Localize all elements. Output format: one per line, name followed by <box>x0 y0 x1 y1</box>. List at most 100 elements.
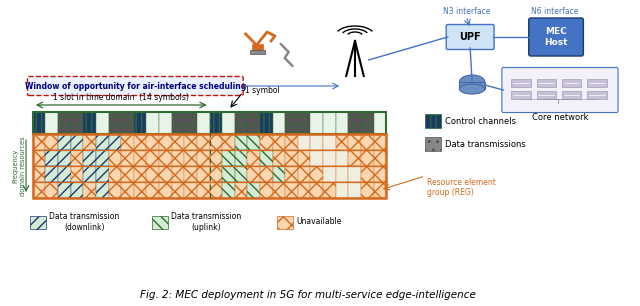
FancyBboxPatch shape <box>446 24 494 50</box>
Bar <box>361 112 374 134</box>
Text: N3 interface: N3 interface <box>443 6 490 16</box>
Bar <box>248 182 260 198</box>
Bar <box>260 134 273 150</box>
Bar <box>172 166 184 182</box>
Bar <box>588 91 607 99</box>
Bar <box>273 182 285 198</box>
Bar <box>45 112 58 134</box>
Bar <box>159 150 172 166</box>
Bar <box>235 166 248 182</box>
Bar <box>374 166 386 182</box>
Bar <box>285 150 298 166</box>
Bar <box>323 112 336 134</box>
Bar <box>336 166 348 182</box>
Text: Data transmission
(uplink): Data transmission (uplink) <box>172 212 242 232</box>
Bar <box>147 112 159 134</box>
Bar <box>33 112 386 134</box>
Bar <box>147 166 159 182</box>
Bar <box>83 182 96 198</box>
Bar <box>248 150 260 166</box>
Bar <box>209 182 222 198</box>
Text: Control channels: Control channels <box>445 117 516 125</box>
Bar <box>222 166 235 182</box>
Text: Resource element
group (REG): Resource element group (REG) <box>428 178 496 197</box>
Text: Frequency
domain resources: Frequency domain resources <box>13 136 26 196</box>
Bar <box>273 134 285 150</box>
Bar <box>121 134 134 150</box>
Bar <box>323 182 336 198</box>
Text: MEC
Host: MEC Host <box>544 27 568 47</box>
Bar <box>147 134 159 150</box>
Text: Core network: Core network <box>532 113 588 121</box>
Bar <box>277 216 292 229</box>
Bar <box>374 112 386 134</box>
Bar <box>323 166 336 182</box>
Bar <box>96 182 109 198</box>
Bar <box>235 112 248 134</box>
Bar <box>184 134 197 150</box>
Bar <box>285 112 298 134</box>
Bar <box>121 182 134 198</box>
Bar <box>45 134 58 150</box>
Bar <box>285 182 298 198</box>
Bar <box>83 150 96 166</box>
Bar <box>33 112 45 134</box>
Bar <box>172 150 184 166</box>
Bar <box>58 182 71 198</box>
Bar <box>134 134 147 150</box>
Bar <box>536 91 556 99</box>
Bar <box>562 79 581 87</box>
Bar <box>121 150 134 166</box>
Bar <box>235 150 248 166</box>
Bar <box>71 112 83 134</box>
Bar <box>285 166 298 182</box>
Bar <box>184 150 197 166</box>
Bar <box>336 182 348 198</box>
Bar <box>235 134 248 150</box>
Bar <box>71 166 83 182</box>
Bar <box>310 182 323 198</box>
Bar <box>197 134 209 150</box>
Bar <box>336 150 348 166</box>
Bar <box>298 182 310 198</box>
Bar <box>33 134 45 150</box>
Bar <box>33 112 386 134</box>
Bar <box>536 79 556 87</box>
Bar <box>172 182 184 198</box>
Bar <box>298 134 310 150</box>
Bar <box>134 112 147 134</box>
Bar <box>248 134 260 150</box>
FancyBboxPatch shape <box>502 68 618 113</box>
FancyBboxPatch shape <box>529 18 584 56</box>
Bar <box>147 150 159 166</box>
Text: Data transmission
(downlink): Data transmission (downlink) <box>49 212 120 232</box>
Bar <box>121 112 134 134</box>
Bar <box>172 134 184 150</box>
Bar <box>310 166 323 182</box>
Bar <box>58 150 71 166</box>
Bar <box>109 150 121 166</box>
Bar <box>83 134 96 150</box>
Bar <box>222 150 235 166</box>
Bar <box>323 150 336 166</box>
Bar <box>374 134 386 150</box>
Bar <box>159 166 172 182</box>
Text: Window of opportunity for air-interface scheduling: Window of opportunity for air-interface … <box>25 81 246 91</box>
Bar <box>134 182 147 198</box>
Bar <box>348 134 361 150</box>
Bar <box>184 166 197 182</box>
Bar <box>33 134 386 198</box>
Bar <box>511 79 531 87</box>
Bar <box>348 112 361 134</box>
Ellipse shape <box>460 75 485 89</box>
Bar <box>58 134 71 150</box>
Bar <box>71 150 83 166</box>
Bar <box>109 182 121 198</box>
Bar <box>159 112 172 134</box>
Bar <box>336 134 348 150</box>
Bar <box>209 134 222 150</box>
Bar <box>252 44 263 52</box>
Bar <box>96 166 109 182</box>
Bar <box>71 182 83 198</box>
Bar <box>348 166 361 182</box>
